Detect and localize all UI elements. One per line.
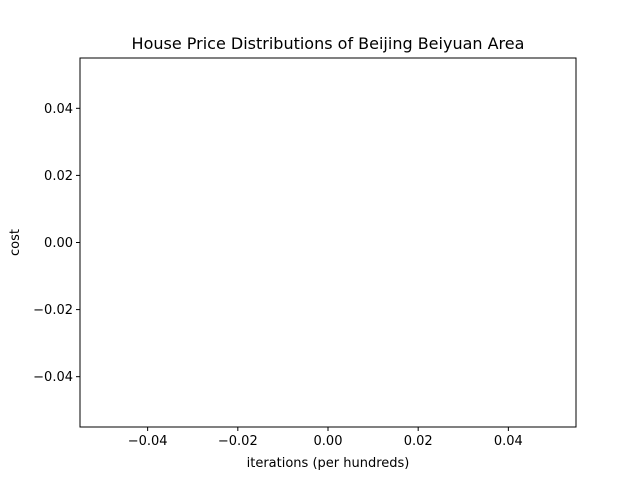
y-tick-label: 0.00 [44,236,73,251]
y-tick-label: 0.02 [44,169,73,184]
y-tick-label: 0.04 [44,102,73,117]
x-tick-label: 0.04 [494,434,523,449]
x-tick-label: 0.02 [404,434,433,449]
y-tick-label: −0.02 [33,303,73,318]
x-axis-ticks: −0.04 −0.02 0.00 0.02 0.04 [128,427,523,449]
plot-area-frame [79,57,577,428]
chart-title: House Price Distributions of Beijing Bei… [132,34,525,53]
y-axis-ticks: −0.04 −0.02 0.00 0.02 0.04 [33,102,80,385]
y-axis-label: cost [8,229,23,256]
y-tick-label: −0.04 [33,370,73,385]
x-tick-label: −0.02 [218,434,258,449]
x-tick-label: −0.04 [128,434,168,449]
x-axis-label: iterations (per hundreds) [247,456,410,471]
x-tick-label: 0.00 [314,434,343,449]
